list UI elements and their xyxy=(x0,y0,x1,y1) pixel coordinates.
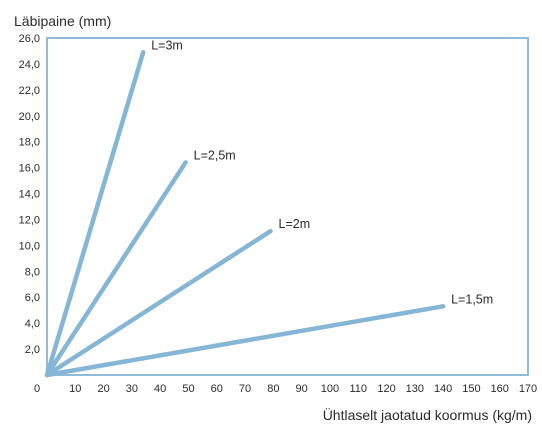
x-tick-label: 100 xyxy=(321,383,339,395)
series-label: L=3m xyxy=(151,38,183,52)
x-tick-label: 80 xyxy=(267,383,279,395)
x-tick-label: 90 xyxy=(296,383,308,395)
y-tick-label: 4,0 xyxy=(25,318,40,330)
y-tick-label: 6,0 xyxy=(25,292,40,304)
x-tick-label: 130 xyxy=(406,383,424,395)
x-tick-label: 20 xyxy=(97,383,109,395)
x-tick-label: 0 xyxy=(34,383,40,395)
x-tick-label: 10 xyxy=(69,383,81,395)
y-tick-label: 18,0 xyxy=(19,137,40,149)
y-tick-label: 12,0 xyxy=(19,214,40,226)
y-axis-title: Läbipaine (mm) xyxy=(14,13,111,29)
series-line xyxy=(44,50,146,378)
x-tick-label: 170 xyxy=(519,383,537,395)
y-axis-ticks: 2,0 4,0 6,0 8,0 10,0 12,0 14,0 16,0 18,0 20,0 22,0… xyxy=(19,33,40,356)
series-line xyxy=(44,228,273,378)
y-tick-label: 20,0 xyxy=(19,111,40,123)
x-axis-ticks: 0 10 20 30 40 50 60 70 80 90 100 110 120 130 140 150 160… xyxy=(34,383,537,395)
y-tick-label: 10,0 xyxy=(19,240,40,252)
y-tick-label: 16,0 xyxy=(19,163,40,175)
x-tick-label: 140 xyxy=(434,383,452,395)
series-line xyxy=(44,160,188,378)
x-axis-title: Ühtlaselt jaotatud koormus (kg/m) xyxy=(323,406,532,423)
y-tick-label: 26,0 xyxy=(19,33,40,45)
x-tick-label: 120 xyxy=(377,383,395,395)
y-tick-label: 22,0 xyxy=(19,85,40,97)
y-tick-label: 8,0 xyxy=(25,266,40,278)
series-label: L=1,5m xyxy=(451,292,493,306)
series-lines: L=3m L=2,5m L=2m L=1,5m xyxy=(44,38,493,378)
series-label: L=2,5m xyxy=(194,148,236,162)
series-line xyxy=(44,304,446,378)
y-tick-label: 2,0 xyxy=(25,344,40,356)
x-tick-label: 30 xyxy=(126,383,138,395)
x-tick-label: 60 xyxy=(211,383,223,395)
y-tick-label: 14,0 xyxy=(19,189,40,201)
plot-frame xyxy=(46,37,529,376)
x-tick-label: 70 xyxy=(239,383,251,395)
x-tick-label: 150 xyxy=(462,383,480,395)
x-tick-label: 40 xyxy=(154,383,166,395)
x-tick-label: 160 xyxy=(491,383,509,395)
y-tick-label: 24,0 xyxy=(19,59,40,71)
x-tick-label: 110 xyxy=(349,383,367,395)
series-label: L=2m xyxy=(279,217,311,231)
x-tick-label: 50 xyxy=(182,383,194,395)
